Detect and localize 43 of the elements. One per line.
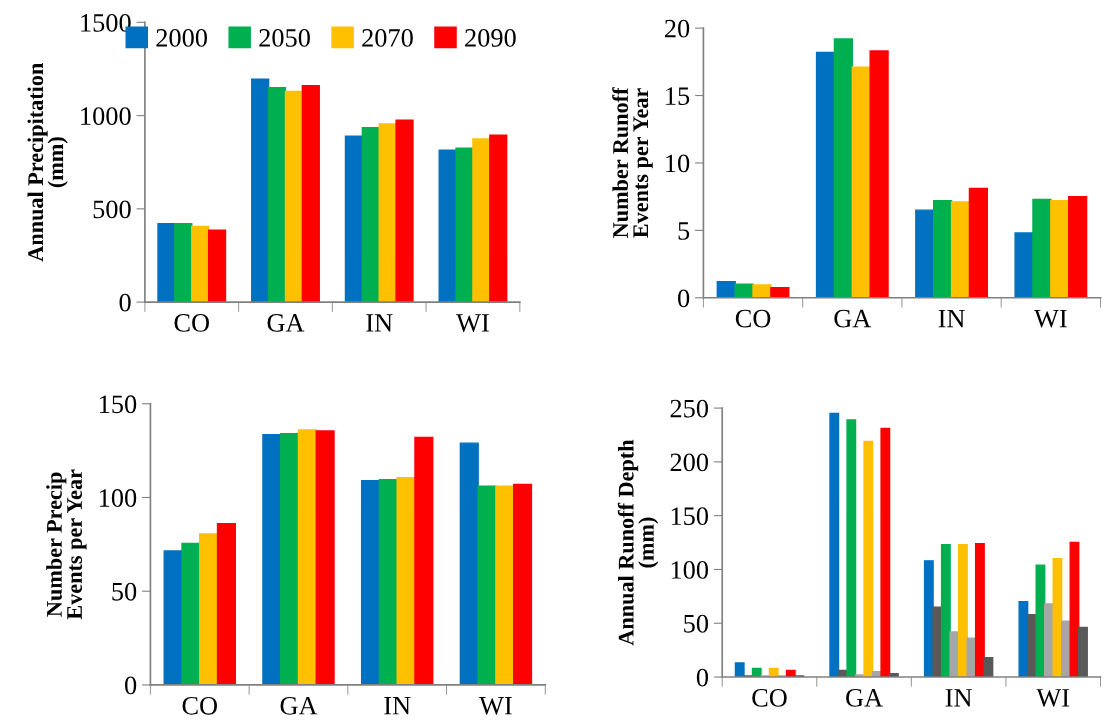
x-tick-label: CO	[174, 314, 209, 332]
x-tick-label: GA	[280, 696, 318, 715]
x-tick-label: CO	[182, 696, 218, 715]
x-tick-label: IN	[938, 309, 965, 328]
x-tick-label: GA	[846, 688, 883, 707]
y-tick-label: 0	[119, 293, 131, 312]
y-tick-label: 15	[666, 87, 690, 105]
y-tick-label: 1000	[81, 107, 131, 126]
x-tick-label: GA	[834, 309, 872, 328]
legend-label: 2000	[156, 29, 208, 47]
y-tick-label: 50	[112, 582, 137, 601]
x-tick-label: IN	[945, 689, 972, 707]
legend-label: 2050	[259, 29, 310, 47]
legend-label: 2090	[465, 29, 516, 47]
y-axis-title: Annual Runoff Depth (mm)	[617, 439, 659, 646]
y-tick-label: 100	[99, 489, 137, 507]
x-tick-label: IN	[366, 314, 393, 332]
y-tick-label: 250	[670, 399, 709, 418]
y-tick-label: 1500	[81, 13, 131, 32]
y-tick-label: 200	[670, 453, 709, 472]
legend-label: 2070	[362, 29, 413, 47]
y-tick-label: 150	[671, 507, 709, 526]
x-tick-label: WI	[1034, 309, 1067, 328]
y-axis-title: Number Runoff Events per Year	[612, 87, 653, 238]
x-tick-label: WI	[1036, 689, 1070, 707]
y-tick-label: 0	[696, 668, 709, 687]
y-axis-title: Annual Precipitation (mm)	[27, 63, 68, 262]
x-tick-label: CO	[752, 688, 787, 707]
y-tick-label: 5	[678, 222, 690, 240]
x-tick-label: WI	[479, 697, 512, 715]
y-axis-title: Number Precip Events per Year	[46, 469, 87, 620]
y-tick-label: 150	[99, 395, 137, 414]
y-tick-label: 10	[666, 154, 690, 173]
x-tick-label: WI	[456, 314, 489, 332]
y-tick-label: 20	[664, 19, 690, 38]
y-tick-label: 100	[671, 561, 709, 579]
x-tick-label: IN	[384, 697, 411, 715]
x-tick-label: GA	[267, 314, 305, 332]
x-tick-label: CO	[735, 309, 771, 328]
y-tick-label: 0	[678, 289, 690, 308]
y-tick-label: 50	[684, 614, 709, 633]
y-tick-label: 500	[93, 200, 131, 219]
y-tick-label: 0	[125, 676, 137, 695]
